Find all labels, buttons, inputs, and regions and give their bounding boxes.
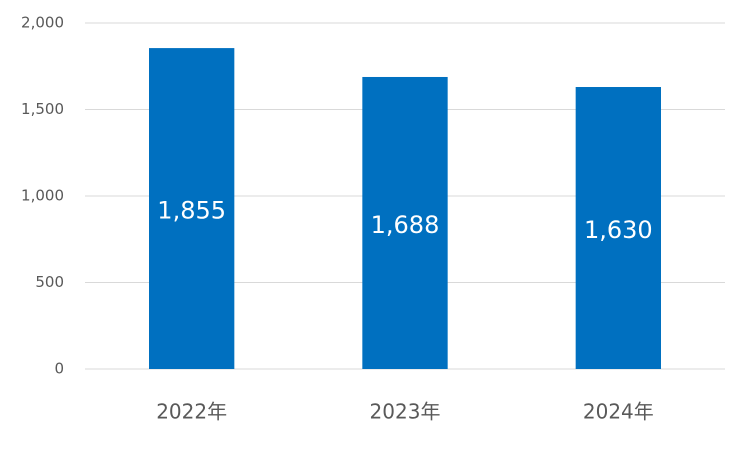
y-tick-label: 500 (35, 273, 64, 291)
bar (149, 48, 235, 370)
y-tick-label: 1,500 (21, 100, 64, 118)
data-label: 1,630 (584, 216, 653, 244)
x-tick-label: 2022年 (156, 400, 227, 424)
x-tick-label: 2023年 (370, 400, 441, 424)
x-tick-label: 2024年 (583, 400, 654, 424)
y-tick-label: 1,000 (21, 187, 64, 205)
data-label: 1,688 (371, 211, 440, 239)
bar (362, 76, 448, 369)
y-tick-label: 0 (54, 360, 64, 378)
data-label: 1,855 (157, 197, 226, 225)
y-tick-label: 2,000 (21, 14, 64, 32)
bar (575, 87, 661, 369)
